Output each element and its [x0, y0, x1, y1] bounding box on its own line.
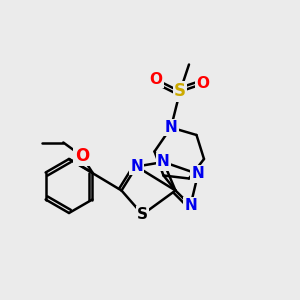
- Text: N: N: [157, 154, 170, 169]
- Text: S: S: [174, 82, 186, 100]
- Text: N: N: [130, 159, 143, 174]
- Text: S: S: [137, 207, 148, 222]
- Text: N: N: [165, 120, 177, 135]
- Text: O: O: [75, 147, 89, 165]
- Text: N: N: [192, 167, 204, 182]
- Text: O: O: [149, 72, 163, 87]
- Text: O: O: [196, 76, 209, 92]
- Text: O: O: [75, 147, 89, 165]
- Text: N: N: [184, 198, 197, 213]
